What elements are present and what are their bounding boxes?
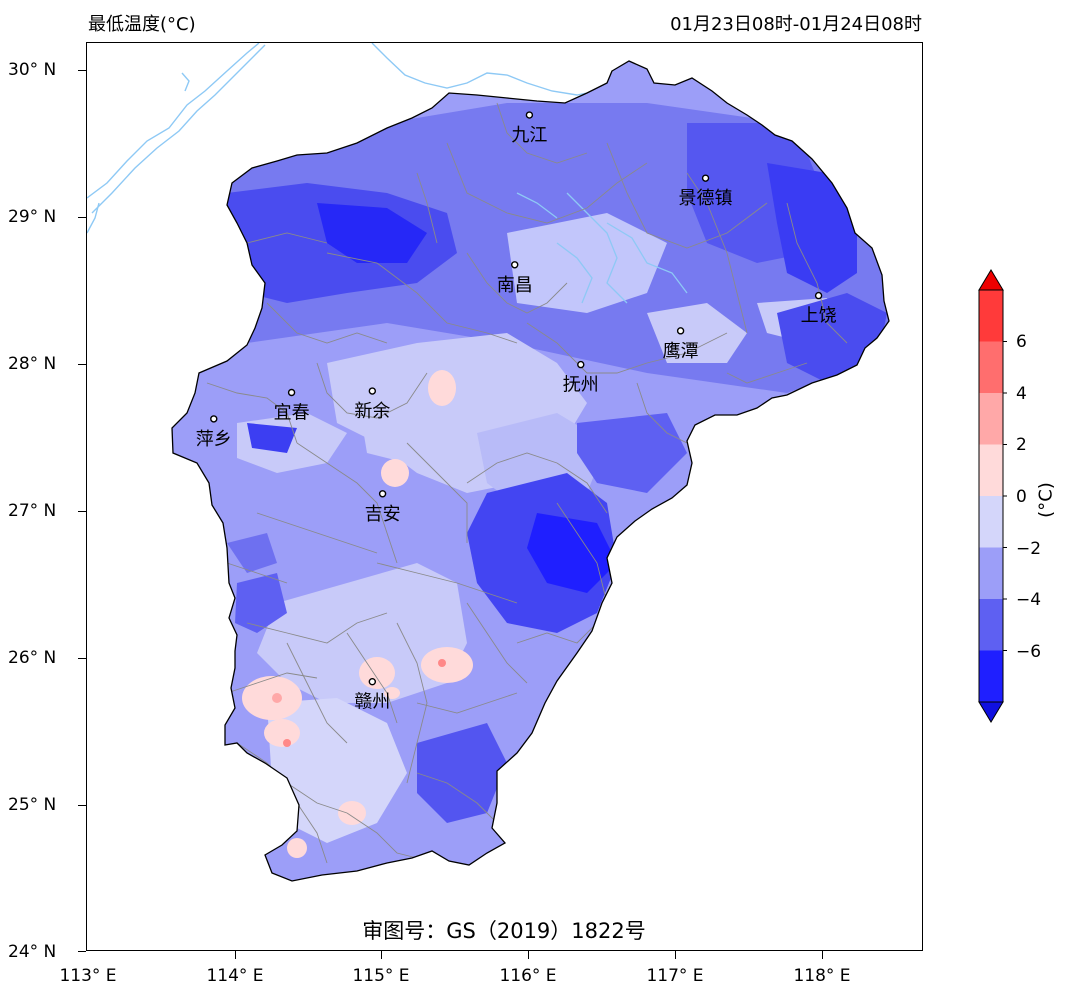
lon-label-118: 118° E — [793, 966, 851, 986]
city-label: 九江 — [511, 125, 547, 146]
lon-tick — [822, 951, 824, 959]
lat-tick — [78, 364, 86, 366]
city-label: 宜春 — [274, 402, 310, 423]
colorbar-bin — [979, 341, 1003, 393]
city-label: 萍乡 — [196, 429, 232, 450]
lat-label-28: 28° N — [8, 354, 57, 374]
city-marker — [577, 360, 585, 369]
colorbar-bin — [979, 599, 1003, 651]
lon-tick — [675, 951, 677, 959]
map-title: 最低温度(°C) — [88, 14, 196, 35]
lat-tick — [78, 70, 86, 72]
lat-tick — [78, 951, 86, 953]
lon-tick — [235, 951, 237, 959]
river-lines — [87, 43, 618, 234]
lon-tick — [528, 951, 530, 959]
city-marker — [814, 291, 823, 300]
colorbar-tick-label: 0 — [1016, 487, 1027, 507]
city-label: 抚州 — [563, 375, 599, 396]
city-marker — [210, 415, 218, 423]
colorbar-unit: (°C) — [1035, 482, 1057, 518]
colorbar-bin — [979, 290, 1003, 342]
time-range-title: 01月23日08时-01月24日08时 — [670, 14, 922, 35]
lat-label-24: 24° N — [8, 942, 57, 962]
colorbar-extend-min — [978, 701, 1004, 723]
city-marker — [378, 490, 387, 498]
colorbar-bin — [979, 547, 1003, 599]
lat-label-30: 30° N — [8, 60, 57, 80]
colorbar-bin — [979, 393, 1003, 445]
map-approval-number: 审图号：GS（2019）1822号 — [362, 919, 646, 943]
temperature-field — [172, 61, 889, 881]
city-label: 新余 — [354, 401, 390, 422]
colorbar-tick-label: −6 — [1016, 642, 1042, 662]
city-label: 景德镇 — [679, 188, 733, 209]
colorbar-tick-label: 6 — [1016, 332, 1027, 352]
city-marker — [511, 261, 519, 269]
city-label: 鹰潭 — [663, 341, 699, 362]
lat-tick — [78, 658, 86, 660]
lat-label-26: 26° N — [8, 648, 57, 668]
lat-tick — [78, 511, 86, 513]
lat-label-29: 29° N — [8, 207, 57, 227]
colorbar-tick-label: 2 — [1016, 435, 1027, 455]
city-marker — [525, 111, 534, 119]
lon-label-114: 114° E — [206, 966, 264, 986]
city-label: 南昌 — [497, 275, 533, 296]
lat-tick — [78, 805, 86, 807]
city-marker — [368, 387, 377, 395]
lat-label-27: 27° N — [8, 501, 57, 521]
colorbar-bin — [979, 444, 1003, 496]
colorbar-bin — [979, 650, 1003, 702]
lon-label-115: 115° E — [352, 966, 410, 986]
colorbar-extend-max — [978, 269, 1004, 291]
city-marker — [676, 327, 685, 335]
lat-label-25: 25° N — [8, 795, 57, 815]
city-label: 吉安 — [365, 504, 401, 525]
city-label: 上饶 — [801, 306, 837, 327]
county-borders — [206, 102, 848, 864]
map-panel[interactable]: 九江景德镇南昌上饶鹰潭抚州宜春 新余萍乡吉安赣州 — [86, 42, 923, 951]
city-marker — [701, 174, 710, 182]
lon-label-113: 113° E — [59, 966, 117, 986]
colorbar-tick-label: 4 — [1016, 384, 1027, 404]
lon-label-117: 117° E — [646, 966, 704, 986]
city-label: 赣州 — [354, 692, 390, 713]
colorbar — [978, 269, 1007, 723]
colorbar-tick-label: −4 — [1016, 590, 1042, 610]
city-marker — [368, 677, 377, 686]
lat-tick — [78, 217, 86, 219]
colorbar-tick-label: −2 — [1016, 539, 1042, 559]
lon-label-116: 116° E — [499, 966, 557, 986]
city-marker — [287, 388, 296, 397]
lon-tick — [381, 951, 383, 959]
colorbar-bin — [979, 496, 1003, 548]
